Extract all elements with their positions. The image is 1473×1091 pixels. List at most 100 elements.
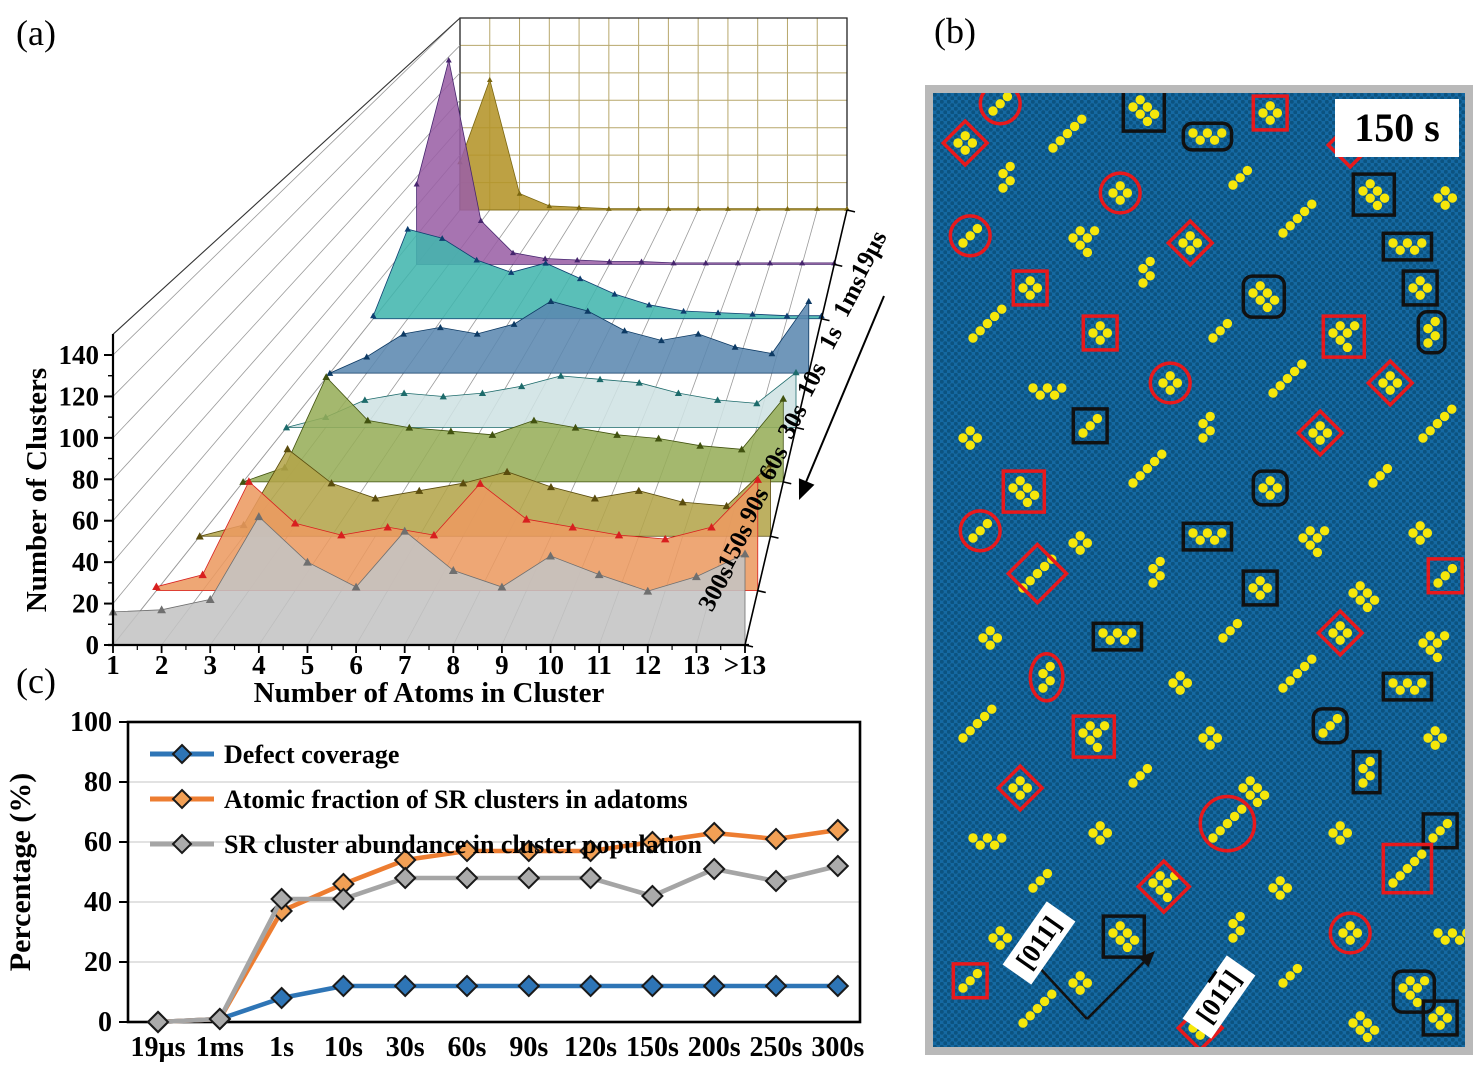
- black-rect-annotation: [1351, 749, 1382, 795]
- svg-text:19µs: 19µs: [130, 1032, 185, 1063]
- series-300s: [108, 512, 750, 646]
- adatom-cluster: [978, 626, 1003, 650]
- red-ellipse-annotation: [978, 93, 1022, 126]
- svg-text:90s: 90s: [509, 1032, 548, 1063]
- adatom-cluster: [1038, 661, 1055, 693]
- adatom-cluster: [1423, 316, 1440, 348]
- svg-text:Percentage (%): Percentage (%): [4, 773, 37, 972]
- svg-text:200s: 200s: [688, 1032, 741, 1063]
- adatom-cluster: [1268, 876, 1293, 900]
- adatom-cluster: [968, 518, 993, 543]
- adatom-cluster: [1308, 421, 1333, 445]
- adatom-cluster: [1398, 976, 1430, 1008]
- adatom-cluster: [1068, 531, 1093, 555]
- adatom-cluster: [1008, 476, 1040, 508]
- adatom-cluster: [1148, 556, 1165, 588]
- red-ellipse-annotation: [1328, 911, 1372, 955]
- red-ellipse-annotation: [1198, 794, 1257, 853]
- adatom-cluster: [1328, 821, 1353, 845]
- adatom-cluster: [1088, 321, 1113, 345]
- svg-text:60: 60: [84, 827, 112, 858]
- kmc-snapshot-panel: 150 s [011] [011]: [925, 85, 1473, 1055]
- time-direction-arrow: [798, 295, 885, 500]
- black-rect-annotation: [1351, 172, 1397, 217]
- series-19µs: [457, 76, 850, 211]
- svg-text:100: 100: [70, 707, 112, 738]
- adatom-cluster: [1238, 776, 1270, 808]
- adatom-cluster: [1228, 911, 1245, 943]
- adatom-cluster: [1378, 371, 1403, 395]
- adatom-cluster: [1068, 226, 1100, 258]
- adatom-cluster: [1208, 318, 1233, 343]
- adatom-cluster: [1048, 114, 1087, 153]
- svg-text:Defect coverage: Defect coverage: [224, 740, 399, 769]
- back-wall-grid: [459, 17, 848, 211]
- adatom-cluster: [1358, 756, 1375, 788]
- svg-text:>13: >13: [724, 650, 766, 680]
- svg-text:8: 8: [447, 650, 461, 680]
- red-ellipse-annotation: [948, 214, 992, 258]
- series-30s: [282, 368, 800, 431]
- adatom-cluster: [1418, 404, 1457, 443]
- panel-a-label: (a): [16, 13, 56, 53]
- adatom-cluster: [1148, 871, 1180, 903]
- adatom-cluster: [1178, 231, 1203, 255]
- adatom-cluster: [1068, 971, 1093, 995]
- substrate-background: [933, 93, 1465, 1047]
- series-sr-cluster-abundance-in-cluster-population: [146, 854, 850, 1034]
- adatom-cluster: [1188, 128, 1227, 145]
- kmc-snapshot-canvas: [933, 93, 1465, 1047]
- adatom-cluster: [1008, 776, 1033, 800]
- red-rect-annotation: [951, 962, 989, 1000]
- adatom-cluster: [1278, 654, 1317, 693]
- adatom-cluster: [1433, 563, 1458, 588]
- adatom-cluster: [988, 93, 1013, 116]
- svg-text:0: 0: [98, 1007, 112, 1038]
- adatom-cluster: [1098, 628, 1137, 645]
- adatom-cluster: [1278, 199, 1317, 238]
- svg-text:150s: 150s: [626, 1032, 679, 1063]
- red-diamond-annotation: [1165, 218, 1215, 268]
- adatom-cluster: [1078, 721, 1110, 753]
- adatom-cluster: [1408, 276, 1433, 300]
- black-rect-annotation: [1421, 812, 1459, 850]
- red-rect-annotation: [1251, 94, 1289, 132]
- red-rect-annotation: [1071, 714, 1117, 759]
- svg-text:300s: 300s: [811, 1032, 864, 1063]
- red-rect-annotation: [1081, 314, 1119, 352]
- svg-text:40: 40: [84, 887, 112, 918]
- svg-text:250s: 250s: [750, 1032, 803, 1063]
- adatom-cluster: [1348, 1011, 1380, 1043]
- adatom-cluster: [1208, 804, 1247, 843]
- svg-text:5: 5: [301, 650, 315, 680]
- svg-text:4: 4: [252, 650, 266, 680]
- adatom-cluster: [1268, 359, 1307, 398]
- svg-text:1: 1: [106, 650, 120, 680]
- svg-text:13: 13: [683, 650, 710, 680]
- black-rrect-annotation: [1241, 274, 1287, 319]
- svg-text:30s: 30s: [386, 1032, 425, 1063]
- svg-text:3: 3: [203, 650, 217, 680]
- black-rect-annotation: [1381, 671, 1434, 702]
- adatom-cluster: [1108, 181, 1133, 205]
- svg-text:9: 9: [495, 650, 509, 680]
- svg-text:11: 11: [586, 650, 612, 680]
- black-rect-annotation: [1101, 914, 1147, 959]
- black-rect-annotation: [1071, 407, 1109, 445]
- adatom-cluster: [1018, 989, 1057, 1028]
- red-ellipse-annotation: [1148, 361, 1192, 405]
- black-rrect-annotation: [1416, 309, 1447, 355]
- adatom-cluster: [1428, 1006, 1453, 1030]
- adatom-cluster: [1433, 928, 1465, 945]
- adatom-cluster: [958, 223, 983, 248]
- series-1s: [370, 225, 825, 320]
- adatom-cluster: [1318, 713, 1343, 738]
- series-10s: [326, 297, 813, 376]
- series-defect-coverage: [146, 974, 850, 1034]
- svg-text:6: 6: [349, 650, 363, 680]
- black-rect-annotation: [1421, 999, 1459, 1037]
